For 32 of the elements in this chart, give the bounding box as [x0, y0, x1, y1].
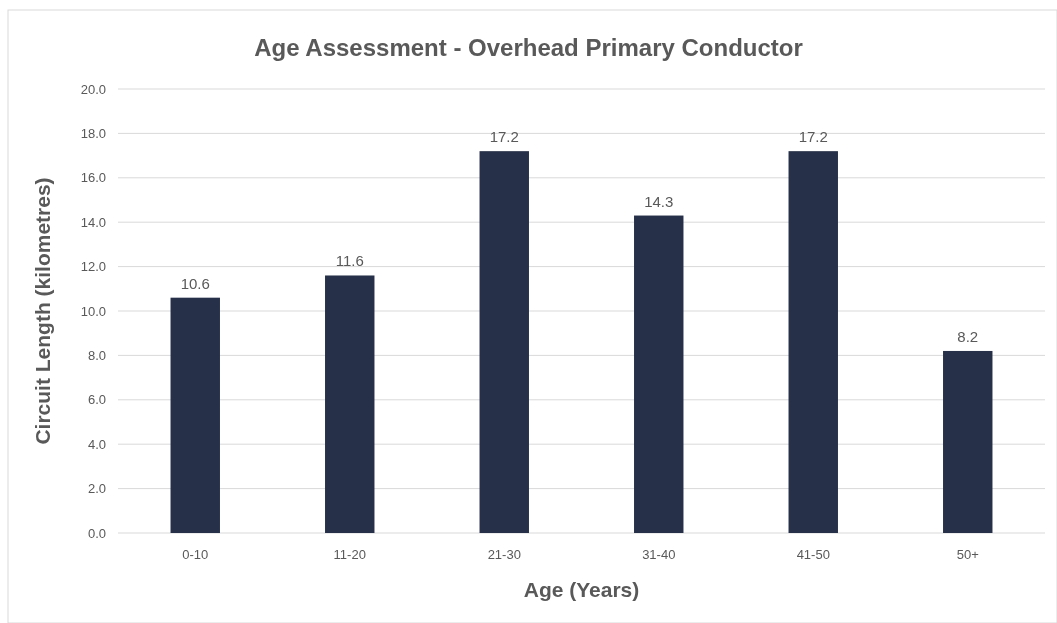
x-tick-label: 50+ [956, 547, 979, 562]
y-tick-label: 2.0 [87, 481, 106, 497]
bar [170, 297, 220, 533]
y-tick-label: 10.0 [80, 303, 106, 319]
x-tick-label: 0-10 [182, 547, 209, 562]
chart-title: Age Assessment - Overhead Primary Conductor [254, 34, 803, 61]
bar [479, 151, 529, 533]
data-label: 8.2 [957, 327, 979, 345]
data-label: 11.6 [335, 252, 364, 270]
bar [943, 350, 993, 533]
y-tick-label: 20.0 [80, 81, 106, 97]
data-label: 17.2 [798, 128, 828, 146]
bar [788, 151, 838, 533]
data-label: 14.3 [644, 192, 674, 210]
x-tick-label: 31-40 [642, 547, 676, 562]
x-axis-title: Age (Years) [523, 578, 640, 601]
y-tick-label: 6.0 [87, 392, 106, 408]
bar [325, 275, 375, 533]
y-tick-label: 4.0 [87, 436, 106, 452]
x-tick-label: 21-30 [487, 547, 521, 562]
y-tick-label: 8.0 [87, 347, 106, 363]
x-tick-label: 41-50 [796, 547, 830, 562]
x-tick-label: 11-20 [333, 547, 366, 562]
y-axis-title: Circuit Length (kilometres) [31, 177, 54, 445]
y-tick-label: 14.0 [80, 214, 106, 230]
data-label: 10.6 [180, 274, 210, 292]
y-tick-label: 18.0 [80, 125, 106, 141]
y-tick-label: 16.0 [80, 170, 106, 186]
data-label: 17.2 [489, 128, 519, 146]
y-tick-label: 0.0 [87, 525, 106, 541]
bar [634, 215, 684, 533]
y-tick-label: 12.0 [80, 259, 106, 275]
